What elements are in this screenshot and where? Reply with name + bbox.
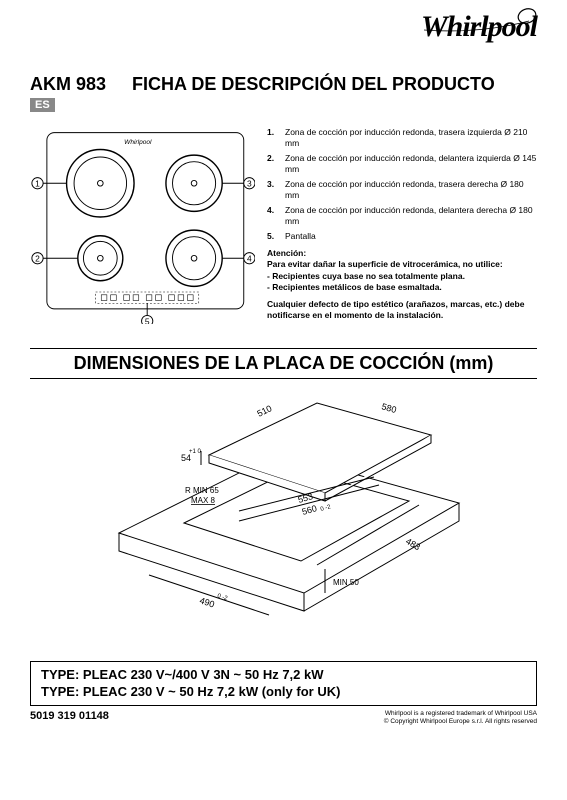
attention-head: Atención: xyxy=(267,248,537,259)
dimensions-title: DIMENSIONES DE LA PLACA DE COCCIÓN (mm) xyxy=(30,348,537,379)
spec-line: TYPE: PLEAC 230 V ~ 50 Hz 7,2 kW (only f… xyxy=(41,683,526,701)
legend-item: 1.Zona de cocción por inducción redonda,… xyxy=(267,127,537,149)
svg-text:2: 2 xyxy=(35,254,40,264)
svg-text:4: 4 xyxy=(247,254,252,264)
header: AKM 983 FICHA DE DESCRIPCIÓN DEL PRODUCT… xyxy=(30,74,537,113)
svg-text:560: 560 xyxy=(300,503,317,517)
brand-logo: Whirlpool xyxy=(421,10,537,44)
legend-item: 3.Zona de cocción por inducción redonda,… xyxy=(267,179,537,201)
legend-item: 5.Pantalla xyxy=(267,231,537,242)
hob-diagram: Whirlpool 1 2 3 4 5 xyxy=(30,127,255,324)
svg-text:5: 5 xyxy=(145,316,150,324)
legal-text: Whirlpool is a registered trademark of W… xyxy=(384,710,537,726)
svg-text:1: 1 xyxy=(35,179,40,189)
svg-text:Whirlpool: Whirlpool xyxy=(124,139,152,146)
dimensions-figure: 510 580 54+1 0 R MIN 65 MAX 8 553 5600 -… xyxy=(89,393,479,623)
svg-text:MAX 8: MAX 8 xyxy=(191,496,216,505)
defect-note: Cualquier defecto de tipo estético (arañ… xyxy=(267,299,537,321)
spec-box: TYPE: PLEAC 230 V~/400 V 3N ~ 50 Hz 7,2 … xyxy=(30,661,537,706)
language-badge: ES xyxy=(30,98,55,112)
product-description-section: Whirlpool 1 2 3 4 5 xyxy=(30,127,537,324)
attention-block: Atención: Para evitar dañar la superfici… xyxy=(267,248,537,292)
footer: 5019 319 01148 Whirlpool is a registered… xyxy=(30,710,537,726)
attention-line: Para evitar dañar la superficie de vitro… xyxy=(267,259,537,270)
spec-line: TYPE: PLEAC 230 V~/400 V 3N ~ 50 Hz 7,2 … xyxy=(41,666,526,684)
svg-text:R MIN 65: R MIN 65 xyxy=(185,486,219,495)
legend-item: 4.Zona de cocción por inducción redonda,… xyxy=(267,205,537,227)
svg-text:483: 483 xyxy=(404,536,422,552)
svg-text:510: 510 xyxy=(255,403,273,419)
model-number: AKM 983 xyxy=(30,74,106,95)
svg-text:490: 490 xyxy=(198,595,215,609)
svg-text:580: 580 xyxy=(380,401,397,415)
legend: 1.Zona de cocción por inducción redonda,… xyxy=(267,127,537,324)
part-number: 5019 319 01148 xyxy=(30,710,109,726)
svg-text:+1 0: +1 0 xyxy=(189,449,202,455)
attention-bullet: - Recipientes metálicos de base esmaltad… xyxy=(267,282,537,293)
svg-text:MIN 50: MIN 50 xyxy=(333,578,359,587)
attention-bullet: - Recipientes cuya base no sea totalment… xyxy=(267,271,537,282)
svg-text:3: 3 xyxy=(247,179,252,189)
svg-text:0 -2: 0 -2 xyxy=(319,504,331,513)
page-title: FICHA DE DESCRIPCIÓN DEL PRODUCTO xyxy=(132,74,495,95)
legend-item: 2.Zona de cocción por inducción redonda,… xyxy=(267,153,537,175)
